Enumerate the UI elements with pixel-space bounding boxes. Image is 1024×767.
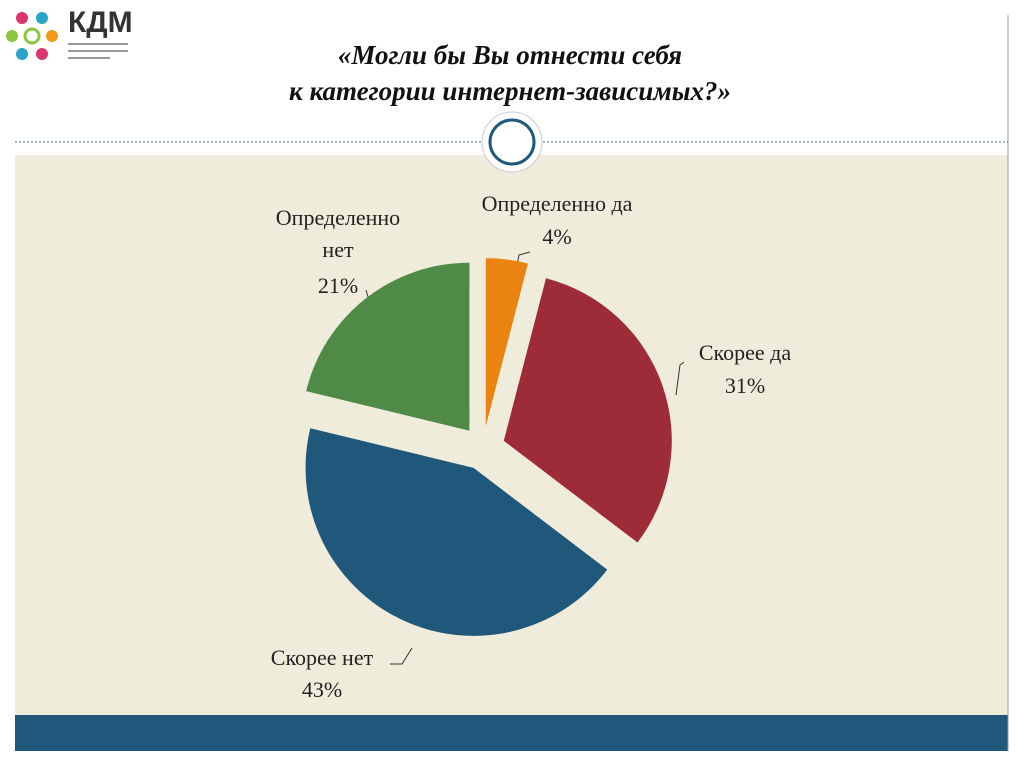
logo: КДМ [68, 6, 133, 39]
category-label: Определенно да [481, 191, 633, 216]
value-label: 31% [724, 373, 766, 398]
title-line: «Могли бы Вы отнести себя [337, 40, 683, 70]
ornament [488, 118, 536, 166]
pie-slice [306, 262, 470, 431]
value-label: 4% [542, 224, 572, 249]
value-label: 21% [317, 273, 359, 298]
pie-slice [503, 278, 672, 543]
logo-icon [6, 12, 58, 60]
category-label: Определенно нет [275, 205, 401, 262]
pie-slice [305, 428, 608, 636]
category-label: Скорее нет [270, 645, 374, 670]
title-line: к категории интернет-зависимых?» [289, 76, 731, 106]
pie-slice [485, 258, 528, 427]
category-label: Скорее да [698, 340, 792, 365]
footer-bar [15, 715, 1008, 751]
value-label: 43% [301, 677, 343, 702]
